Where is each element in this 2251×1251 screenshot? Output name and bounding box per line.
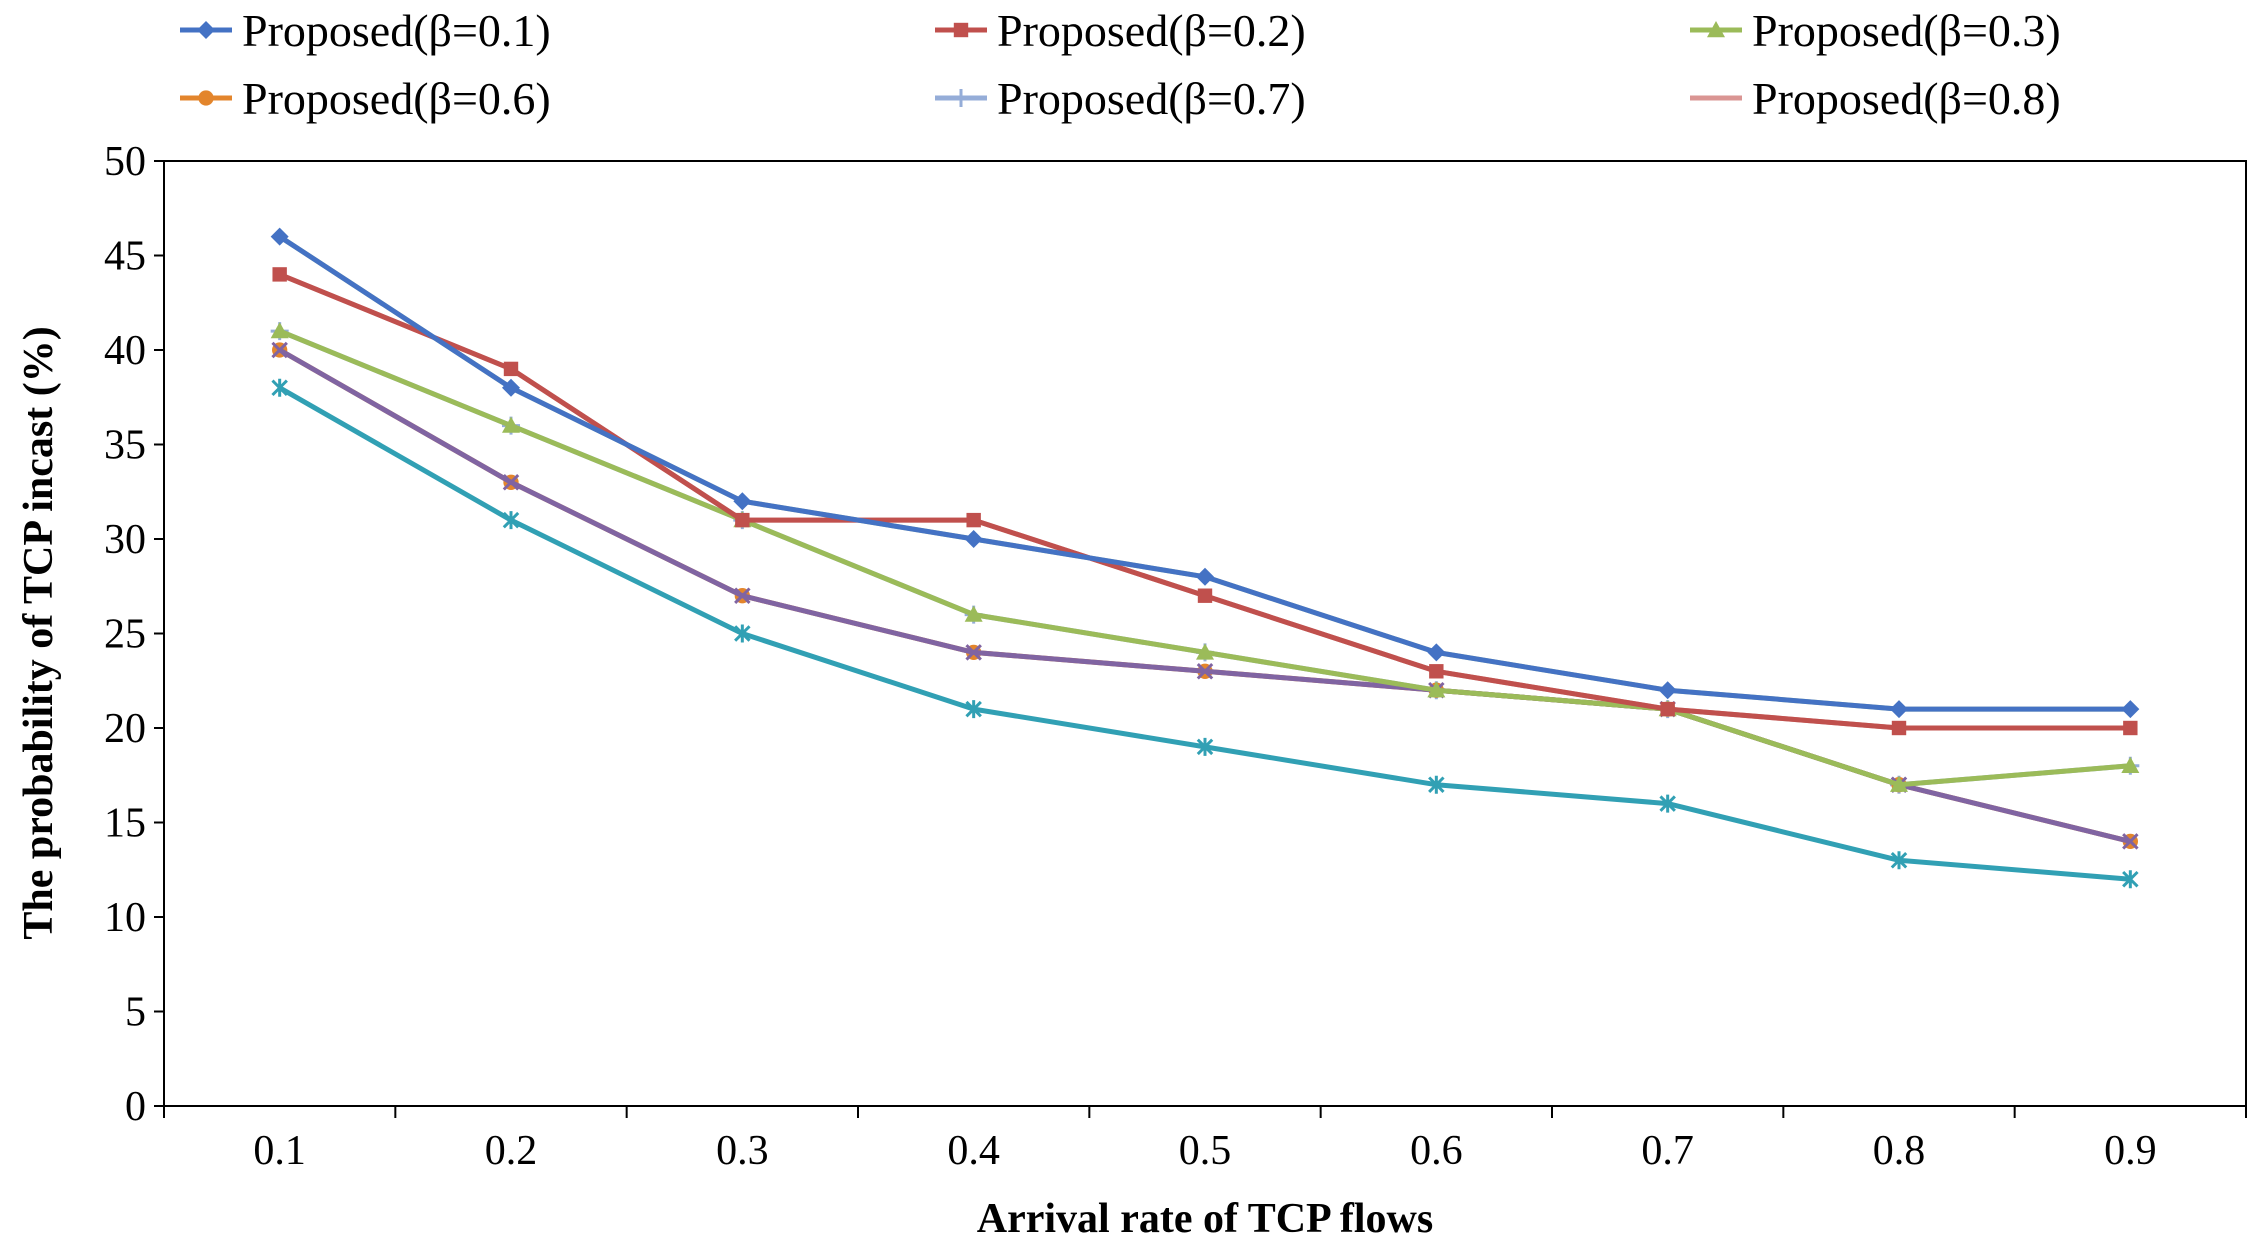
y-tick-label: 25 [104, 612, 146, 658]
series-proposed-0-2-marker [735, 512, 750, 528]
series-proposed-0-5 [271, 378, 2139, 889]
legend-item-proposed-0-2: Proposed(β=0.2) [935, 5, 1306, 56]
series-proposed-0-2-marker [2123, 720, 2138, 736]
series-proposed-0-5-marker [271, 378, 288, 397]
series-proposed-0-3-marker [502, 416, 520, 433]
legend-item-proposed-0-8: Proposed(β=0.8) [1690, 73, 2061, 124]
series-proposed-0-5-marker [502, 511, 520, 530]
series-proposed-0-1 [270, 227, 2140, 719]
series-proposed-0-2-marker [272, 267, 287, 282]
legend-item-proposed-0-6: Proposed(β=0.6) [180, 73, 551, 124]
legend-item-proposed-0-1: Proposed(β=0.1) [180, 5, 551, 56]
series-proposed-0-3-marker [1196, 643, 1214, 660]
legend-item-proposed-0-2-label: Proposed(β=0.2) [997, 5, 1306, 56]
series-proposed-0-3-marker [1890, 775, 1908, 792]
series-proposed-0-3-marker [2121, 756, 2140, 773]
series-proposed-0-5-marker [1659, 794, 1676, 813]
y-axis-title: The probability of TCP incast (%) [16, 326, 62, 939]
legend-item-proposed-0-1-label: Proposed(β=0.1) [242, 5, 551, 56]
series-proposed-0-4-marker [1196, 663, 1214, 680]
legend-item-proposed-0-6-label: Proposed(β=0.6) [242, 73, 551, 124]
legend: Proposed(β=0.1) Proposed(β=0.2) Proposed(β… [180, 5, 2061, 124]
legend-item-proposed-0-7-marker [952, 89, 970, 107]
series-proposed-0-5-marker [734, 624, 751, 643]
series-proposed-0-2-marker [1429, 664, 1444, 679]
series-proposed-0-4-marker [965, 644, 982, 661]
series-proposed-0-5-marker [1890, 851, 1908, 870]
y-tick-label: 5 [125, 990, 146, 1036]
legend-item-proposed-0-3-marker [1707, 21, 1725, 38]
series-proposed-0-2-marker [966, 512, 981, 528]
series-proposed-0-1-marker [270, 227, 289, 246]
series-proposed-0-5-marker [2122, 870, 2139, 889]
series-proposed-0-2-marker [1197, 588, 1213, 603]
y-tick-label: 50 [104, 139, 146, 185]
series-proposed-0-2-marker [1891, 720, 1907, 736]
series-proposed-0-3 [270, 322, 2140, 792]
series-proposed-0-1-marker [964, 530, 983, 548]
legend-item-proposed-0-6-marker [198, 90, 214, 106]
legend-item-proposed-0-3: Proposed(β=0.3) [1690, 5, 2061, 56]
y-tick-label: 35 [104, 423, 146, 469]
x-tick-label: 0.2 [485, 1128, 538, 1174]
x-tick-label: 0.1 [253, 1128, 306, 1174]
x-tick-label: 0.8 [1873, 1128, 1926, 1174]
y-tick-label: 45 [104, 234, 146, 280]
series-proposed-0-1-marker [1427, 643, 1446, 662]
x-tick-label: 0.4 [947, 1128, 1000, 1174]
series-proposed-0-1-marker [1658, 681, 1677, 700]
series-proposed-0-4-marker [502, 474, 520, 491]
series-proposed-0-4-marker [271, 341, 288, 359]
y-tick-label: 15 [104, 801, 146, 847]
series-proposed-0-1-marker [1890, 700, 1908, 719]
legend-item-proposed-0-3-label: Proposed(β=0.3) [1752, 5, 2061, 56]
series-proposed-0-3-marker [270, 322, 289, 339]
legend-item-proposed-0-1-marker [197, 21, 215, 39]
y-tick-label: 40 [104, 328, 146, 374]
series-proposed-0-2-marker [1660, 701, 1675, 717]
series-proposed-0-3-marker [1427, 681, 1446, 698]
series-proposed-0-1-marker [733, 492, 752, 511]
y-tick-label: 20 [104, 706, 146, 752]
series-layer [270, 227, 2140, 889]
y-tick-label: 10 [104, 895, 146, 941]
x-tick-label: 0.6 [1410, 1128, 1463, 1174]
x-axis-title: Arrival rate of TCP flows [977, 1196, 1433, 1242]
x-tick-label: 0.5 [1179, 1128, 1232, 1174]
series-proposed-0-2 [272, 267, 2138, 736]
series-proposed-0-4-marker [734, 587, 751, 604]
series-proposed-0-1-marker [502, 378, 520, 397]
series-proposed-0-1-marker [2121, 700, 2140, 719]
y-tick-label: 0 [125, 1084, 146, 1130]
x-tick-label: 0.9 [2104, 1128, 2157, 1174]
series-proposed-0-4-marker [2122, 833, 2139, 850]
series-proposed-0-5-marker [1428, 775, 1445, 794]
legend-item-proposed-0-8-label: Proposed(β=0.8) [1752, 73, 2061, 124]
x-tick-label: 0.7 [1641, 1128, 1694, 1174]
legend-item-proposed-0-7-label: Proposed(β=0.7) [997, 73, 1306, 124]
series-proposed-0-5-marker [1196, 737, 1214, 756]
series-proposed-0-1-marker [1196, 567, 1214, 586]
series-proposed-0-2-marker [503, 361, 519, 377]
axes: 0 5 10 15 20 25 30 35 40 45 50 0.1 0.2 0.3 0.4 0.5 0.6 0.… [104, 139, 2247, 1174]
x-tick-label: 0.3 [716, 1128, 769, 1174]
plot-area [163, 160, 2247, 1107]
series-proposed-0-3-marker [964, 605, 983, 622]
y-tick-label: 30 [104, 517, 146, 563]
legend-item-proposed-0-7: Proposed(β=0.7) [935, 73, 1306, 124]
legend-item-proposed-0-2-marker [953, 22, 969, 38]
series-proposed-0-5-marker [965, 700, 982, 719]
